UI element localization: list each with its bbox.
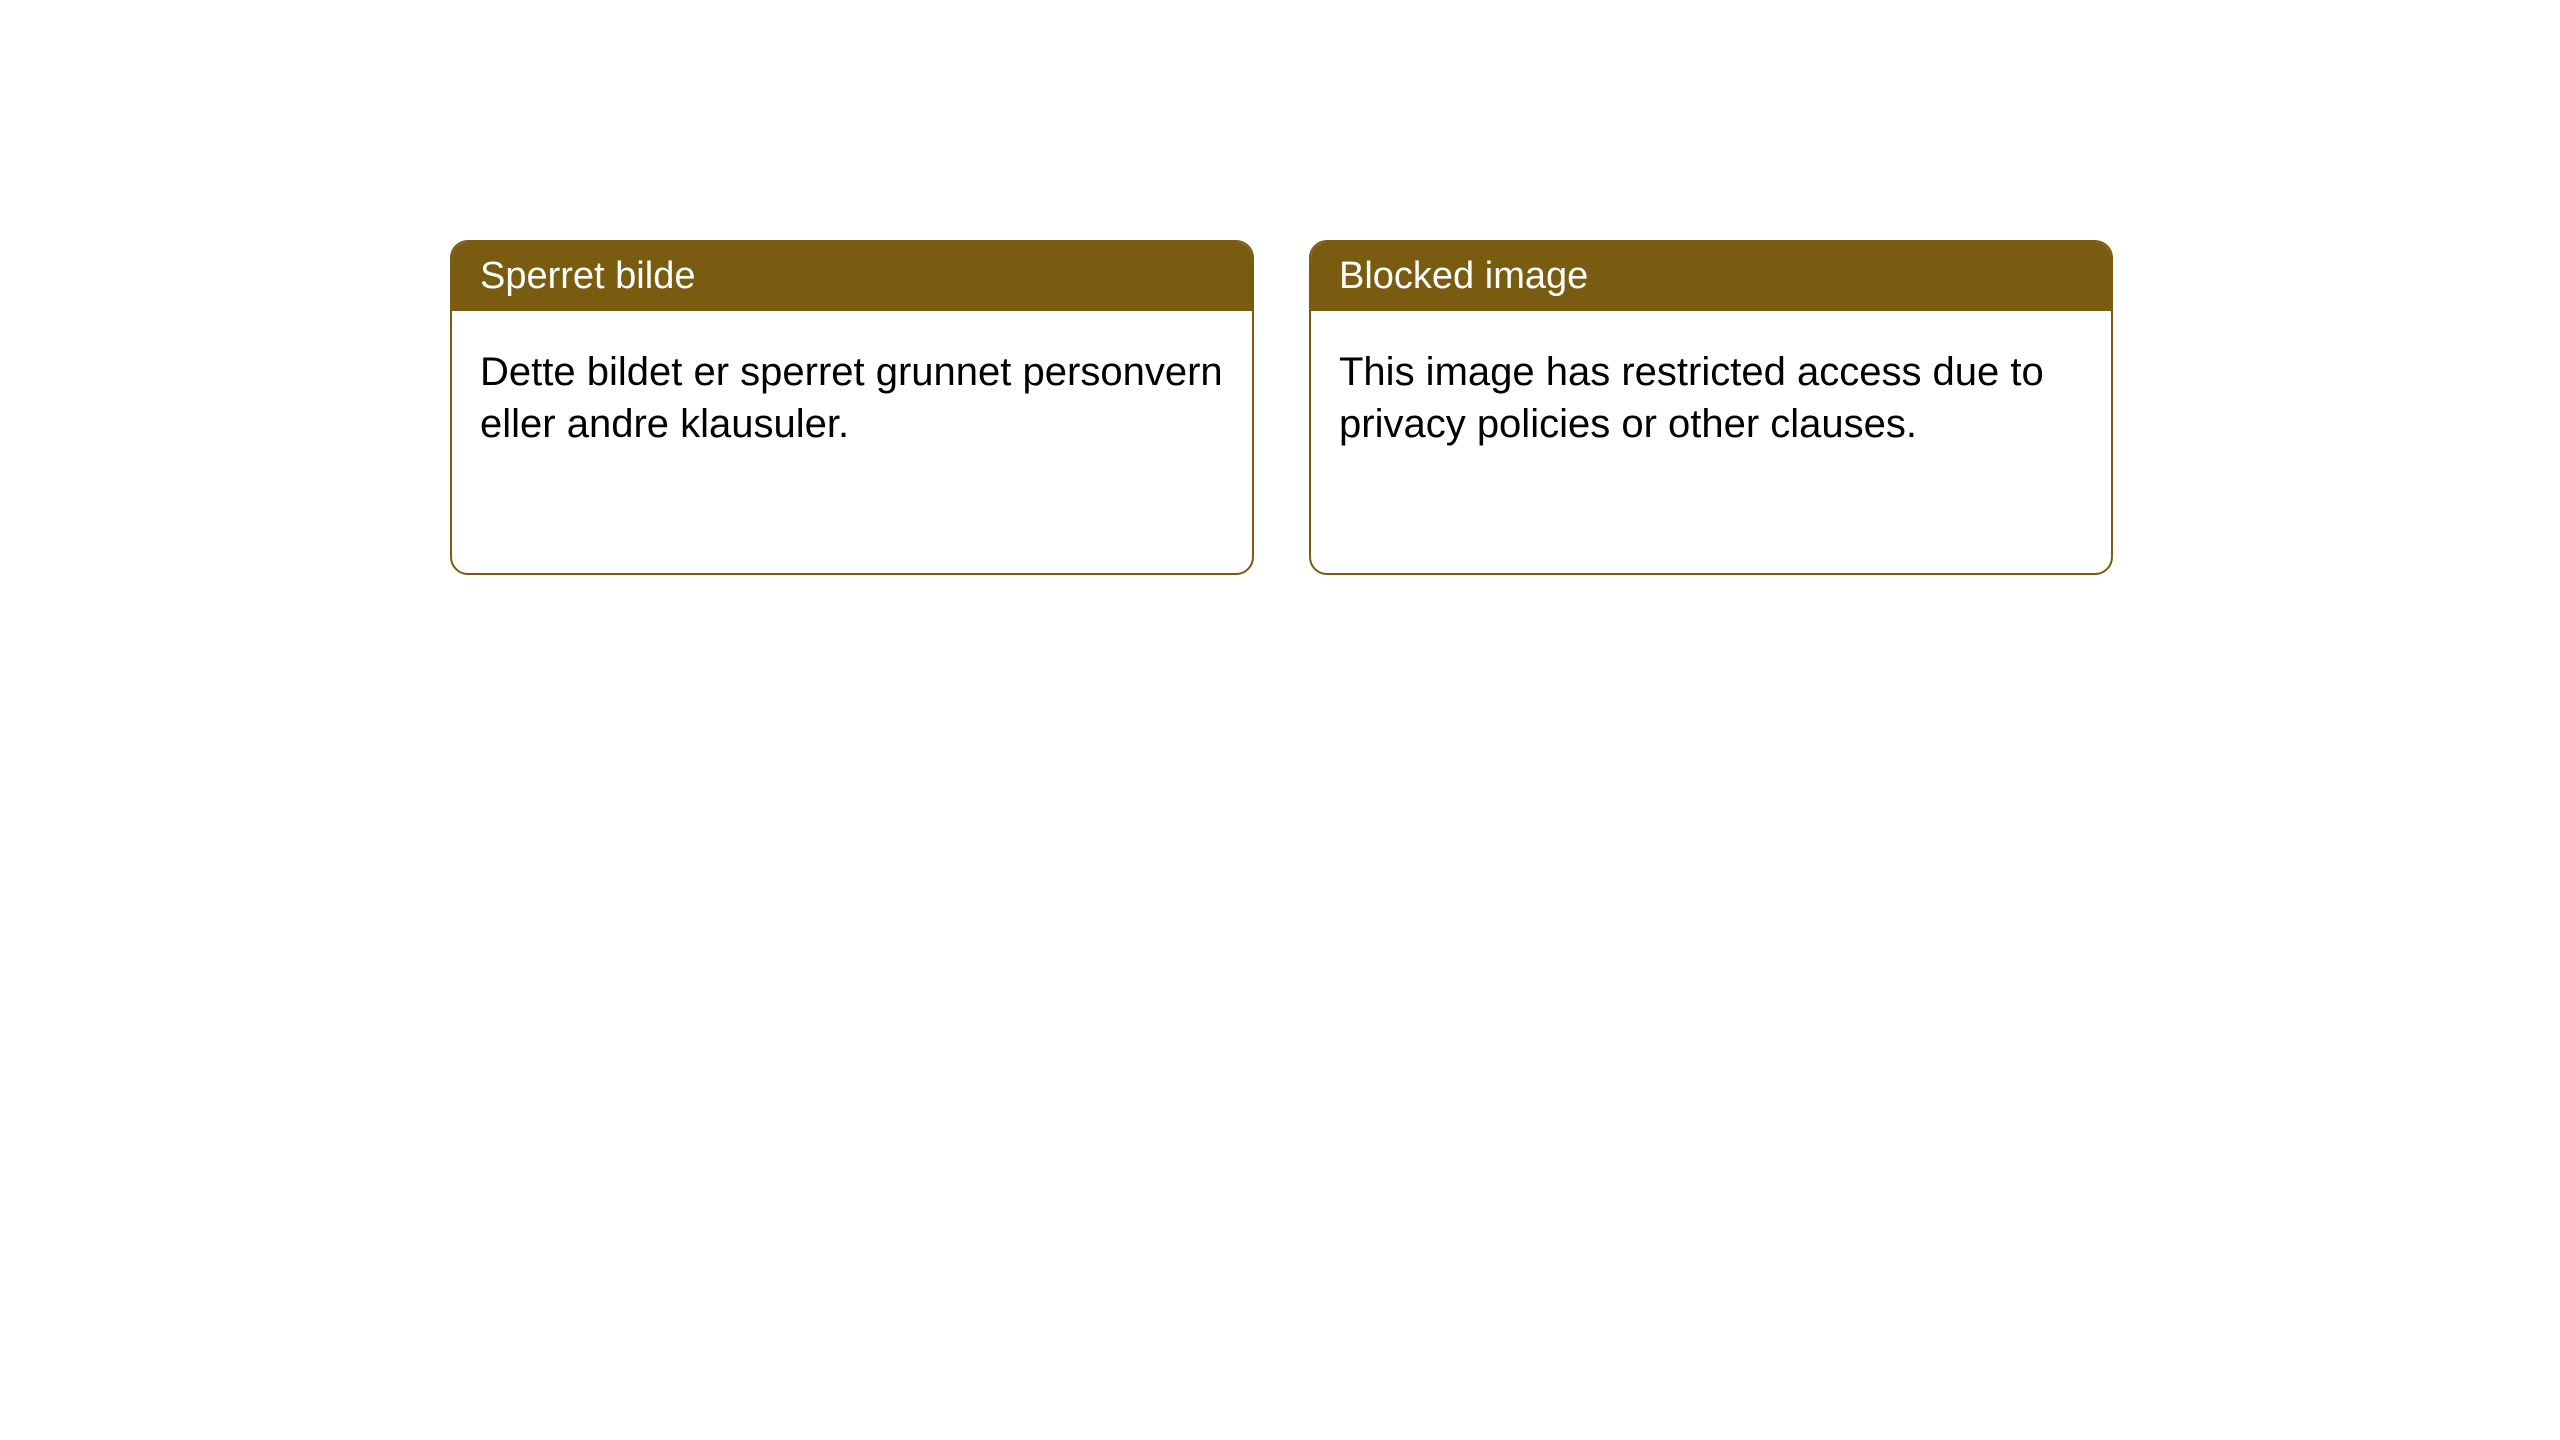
- notice-card-english: Blocked image This image has restricted …: [1309, 240, 2113, 575]
- card-header: Blocked image: [1311, 242, 2111, 311]
- card-title-text: Sperret bilde: [480, 255, 695, 297]
- card-body-text: This image has restricted access due to …: [1339, 350, 2044, 446]
- card-header: Sperret bilde: [452, 242, 1252, 311]
- card-title-text: Blocked image: [1339, 255, 1588, 297]
- card-body: This image has restricted access due to …: [1311, 311, 2111, 485]
- notice-cards-container: Sperret bilde Dette bildet er sperret gr…: [450, 240, 2113, 575]
- notice-card-norwegian: Sperret bilde Dette bildet er sperret gr…: [450, 240, 1254, 575]
- card-body-text: Dette bildet er sperret grunnet personve…: [480, 350, 1223, 446]
- card-body: Dette bildet er sperret grunnet personve…: [452, 311, 1252, 485]
